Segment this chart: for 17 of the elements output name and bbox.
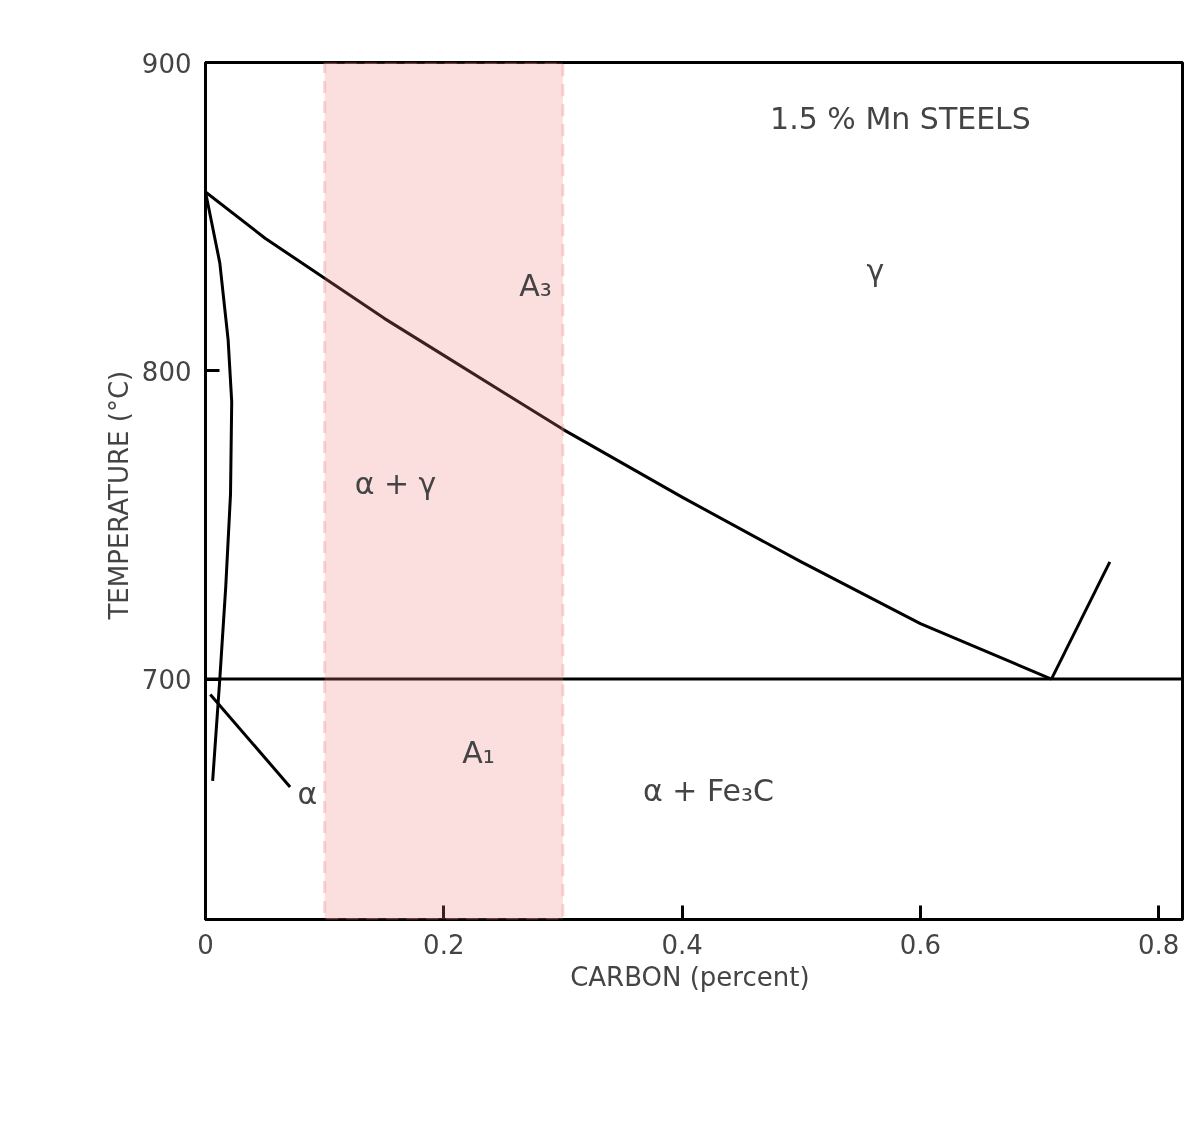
- x-tick-label: 0.4: [661, 929, 703, 960]
- x-tick-label: 0.8: [1138, 929, 1180, 960]
- x-tick-label: 0: [197, 929, 214, 960]
- annotation: α: [297, 776, 318, 811]
- y-axis-title: TEMPERATURE (°C): [103, 370, 134, 621]
- annotation: 1.5 % Mn STEELS: [770, 101, 1031, 136]
- y-tick-label: 800: [141, 356, 192, 387]
- y-tick-label: 700: [141, 665, 192, 696]
- annotation: A₁: [462, 735, 495, 770]
- annotation: α + γ: [354, 466, 437, 501]
- annotation: γ: [866, 253, 885, 288]
- y-tick-label: 900: [141, 48, 192, 79]
- x-tick-label: 0.2: [423, 929, 465, 960]
- annotation: α + Fe₃C: [642, 773, 775, 808]
- x-tick-label: 0.6: [899, 929, 942, 960]
- x-axis-title: CARBON (percent): [570, 961, 810, 992]
- annotation: A₃: [519, 268, 552, 303]
